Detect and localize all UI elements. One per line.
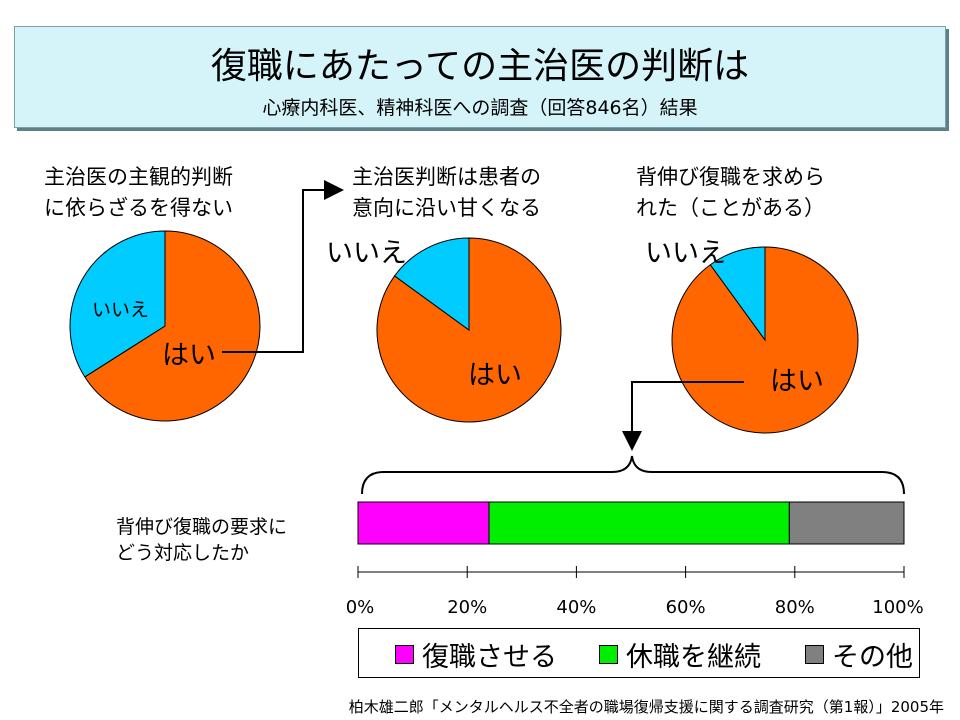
pie1-title: 主治医の主観的判断 に依らざるを得ない [44,162,233,224]
pie3-title-line2: れた（ことがある） [636,196,825,220]
bar-question: 背伸び復職の要求に どう対応したか [116,514,287,566]
connector-arrow-2 [622,381,744,451]
legend: 復職させる 休職を継続 その他 [358,628,920,678]
pie1-yes-label: はい [162,340,216,371]
pie-chart-3 [671,246,859,434]
pie2-no-label: いいえ [326,238,407,269]
bar-question-line1: 背伸び復職の要求に [116,516,288,538]
legend-swatch-return [395,645,414,664]
tick-label-60: 60% [666,597,706,618]
tick-label-40: 40% [556,597,596,618]
pie3-slice-no [709,246,766,342]
legend-label-leave: 休職を継続 [626,642,761,673]
pie3-yes-label: はい [770,366,824,397]
pie-chart-1 [69,230,261,422]
legend-label-other: その他 [832,642,913,673]
pie1-slice-yes [84,230,261,422]
tick-label-100: 100% [872,597,923,618]
bar-question-line2: どう対応したか [116,542,250,564]
pie1-title-line2: に依らざるを得ない [44,196,233,220]
x-axis-ticks [357,566,905,578]
source-citation: 柏木雄二郎「メンタルヘルス不全者の職場復帰支援に関する調査研究（第1報）」200… [348,698,944,716]
page-title: 復職にあたっての主治医の判断は [210,46,750,87]
pie1-no-label: いいえ [92,299,149,321]
tick-label-80: 80% [775,597,815,618]
pie1-slice-no [69,230,166,378]
pie1-title-line1: 主治医の主観的判断 [44,165,233,189]
page-subtitle: 心療内科医、精神科医への調査（回答846名）結果 [262,97,698,119]
tick-label-0: 0% [346,597,375,618]
title-box: 復職にあたっての主治医の判断は 心療内科医、精神科医への調査（回答846名）結果 [14,26,946,128]
tick-label-20: 20% [447,597,487,618]
connector-arrow-1 [222,180,344,353]
curly-brace [361,455,905,495]
pie2-slice-no [393,237,470,331]
legend-swatch-leave [599,645,618,664]
pie2-title: 主治医判断は患者の 意向に沿い甘くなる [352,162,541,224]
pie3-title: 背伸び復職を求めら れた（ことがある） [636,162,825,224]
pie2-title-line2: 意向に沿い甘くなる [352,196,541,220]
pie2-title-line1: 主治医判断は患者の [352,165,541,189]
legend-label-return: 復職させる [422,642,557,673]
bar-segment-other [788,501,905,545]
legend-swatch-other [805,645,824,664]
legend-item-leave: 休職を継続 [599,635,761,674]
pie2-yes-label: はい [468,360,522,391]
pie3-no-label: いいえ [645,238,726,269]
bar-segment-return [357,501,490,545]
pie3-title-line1: 背伸び復職を求めら [636,165,825,189]
legend-item-return: 復職させる [395,635,557,674]
pie-chart-2 [376,237,562,423]
stacked-bar [357,501,905,545]
bar-segment-leave [488,501,790,545]
legend-item-other: その他 [805,635,913,674]
